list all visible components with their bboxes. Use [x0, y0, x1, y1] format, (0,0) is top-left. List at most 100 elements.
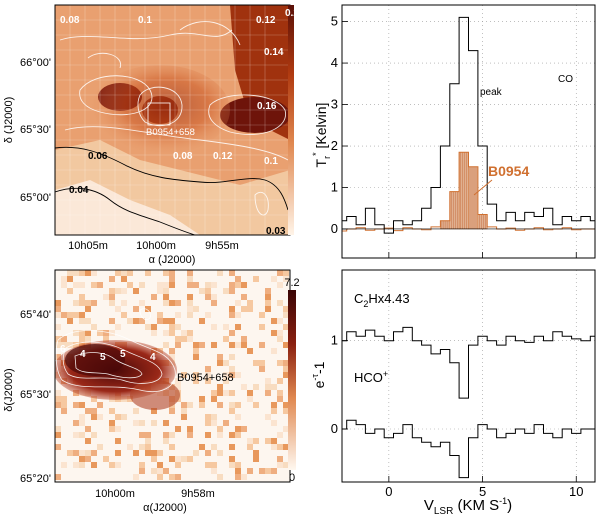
- map-pixel: [223, 390, 229, 396]
- map-pixel: [73, 330, 79, 336]
- map-pixel: [121, 300, 127, 306]
- map-pixel: [205, 432, 211, 438]
- source-label: B0954+658: [177, 372, 234, 384]
- map-pixel: [271, 276, 277, 282]
- map-pixel: [151, 420, 157, 426]
- contour-label: 0.16: [257, 101, 277, 112]
- map-pixel: [265, 414, 271, 420]
- top-left-map: 0.08 0.1 0.12 0.14 0.16 0.08 0.12 0.1 0.…: [3, 4, 299, 266]
- map-pixel: [79, 462, 85, 468]
- map-pixel: [163, 288, 169, 294]
- map-pixel: [139, 300, 145, 306]
- map-grid: [55, 5, 290, 235]
- map-pixel: [265, 300, 271, 306]
- map-glow: [90, 65, 230, 155]
- map-pixel: [73, 462, 79, 468]
- map-pixel: [139, 468, 145, 474]
- map-pixel: [115, 270, 121, 276]
- map-pixel: [283, 312, 289, 318]
- map-pixel: [277, 390, 283, 396]
- map-pixel: [145, 450, 151, 456]
- colorbar: [288, 5, 294, 235]
- map-pixel: [229, 462, 235, 468]
- map-pixel: [235, 474, 241, 480]
- map-pixel: [133, 474, 139, 480]
- map-pixel: [229, 402, 235, 408]
- map-pixel: [265, 378, 271, 384]
- map-peak-tail: [130, 380, 180, 410]
- bottom-right-spectrum: 010 5 10 C2Hx4.43 HCO+ e-τ-1 VLSR (KM S-1): [310, 269, 596, 515]
- map-pixel: [199, 318, 205, 324]
- map-pixel: [61, 312, 67, 318]
- map-pixel: [79, 270, 85, 276]
- map-pixel: [199, 396, 205, 402]
- map-pixel: [61, 408, 67, 414]
- y-tick-label: 5: [331, 14, 338, 29]
- map-pixel: [283, 270, 289, 276]
- y-tick-label: 0: [331, 221, 338, 236]
- map-pixel: [55, 390, 61, 396]
- map-pixel: [151, 450, 157, 456]
- map-pixel: [193, 348, 199, 354]
- map-pixel: [241, 294, 247, 300]
- map-pixel: [271, 438, 277, 444]
- map-pixel: [127, 270, 133, 276]
- map-pixel: [73, 342, 79, 348]
- contour-label: 0.06: [88, 151, 108, 162]
- x-tick-label: 10h00m: [95, 488, 135, 500]
- map-pixel: [205, 312, 211, 318]
- map-pixel: [109, 276, 115, 282]
- y-tick-label: 65°30': [20, 124, 51, 136]
- x-tick-label: 10: [569, 484, 583, 499]
- map-pixel: [223, 288, 229, 294]
- map-pixel: [241, 426, 247, 432]
- map-pixel: [271, 384, 277, 390]
- map-pixel: [223, 360, 229, 366]
- map-pixel: [283, 366, 289, 372]
- map-pixel: [103, 294, 109, 300]
- map-pixel: [169, 300, 175, 306]
- map-pixel: [61, 396, 67, 402]
- map-pixel: [61, 402, 67, 408]
- map-pixel: [277, 462, 283, 468]
- colorbar: [288, 290, 296, 470]
- map-pixel: [151, 456, 157, 462]
- map-pixel: [277, 378, 283, 384]
- map-pixel: [91, 432, 97, 438]
- contour-label: 0.14: [264, 47, 284, 58]
- map-pixel: [79, 318, 85, 324]
- map-pixel: [241, 306, 247, 312]
- map-peak-core: [65, 344, 125, 376]
- map-pixel: [79, 402, 85, 408]
- map-pixel: [97, 444, 103, 450]
- map-pixel: [121, 270, 127, 276]
- map-pixel: [199, 402, 205, 408]
- map-pixel: [265, 390, 271, 396]
- map-pixel: [235, 426, 241, 432]
- bottom-left-map: 6 4 5 5 4 B0954+658 7.2 0 10h00m 9h58m α…: [3, 269, 300, 514]
- map-pixel: [235, 300, 241, 306]
- map-pixel: [235, 462, 241, 468]
- map-pixel: [61, 276, 67, 282]
- map-pixel: [229, 354, 235, 360]
- map-pixel: [55, 426, 61, 432]
- map-pixel: [187, 294, 193, 300]
- contour-label: 6: [60, 344, 66, 355]
- map-pixel: [193, 342, 199, 348]
- map-pixel: [127, 282, 133, 288]
- map-pixel: [277, 456, 283, 462]
- map-pixel: [241, 342, 247, 348]
- map-pixel: [283, 276, 289, 282]
- x-axis-label: VLSR (KM S-1): [424, 496, 512, 515]
- map-pixel: [97, 330, 103, 336]
- map-pixel: [199, 288, 205, 294]
- series-line-peak: [342, 16, 595, 234]
- map-pixel: [181, 456, 187, 462]
- map-pixel: [235, 372, 241, 378]
- map-pixel: [163, 318, 169, 324]
- map-pixel: [187, 276, 193, 282]
- map-pixel: [91, 414, 97, 420]
- map-pixel: [235, 414, 241, 420]
- map-pixel: [253, 456, 259, 462]
- map-pixel: [103, 330, 109, 336]
